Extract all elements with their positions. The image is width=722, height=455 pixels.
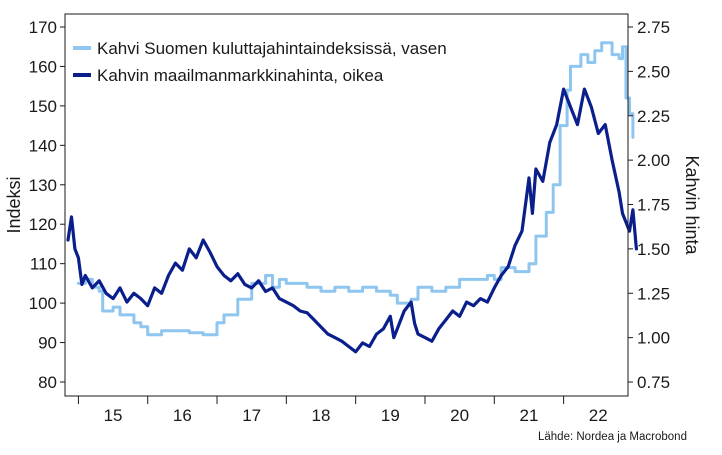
series-line-world-price xyxy=(66,87,638,354)
y-right-tick-label: 2.00 xyxy=(637,151,670,170)
series-line-cpi xyxy=(76,41,635,337)
y-right-tick-label: 2.25 xyxy=(637,107,670,126)
y-left-tick-label: 150 xyxy=(29,97,57,116)
y-left-tick-label: 170 xyxy=(29,18,57,37)
y-left-tick-label: 100 xyxy=(29,294,57,313)
x-tick-label: 19 xyxy=(381,406,400,425)
y-left-tick-label: 140 xyxy=(29,136,57,155)
y-left-tick-label: 80 xyxy=(38,373,57,392)
y-right-tick-label: 0.75 xyxy=(637,373,670,392)
x-tick-label: 18 xyxy=(312,406,331,425)
x-tick-label: 15 xyxy=(104,406,123,425)
y-right-tick-label: 1.00 xyxy=(637,329,670,348)
x-tick-label: 16 xyxy=(173,406,192,425)
y-axis-right-label: Kahvin hinta xyxy=(682,155,702,255)
x-tick-label: 21 xyxy=(519,406,538,425)
series-lines xyxy=(66,41,638,354)
y-right-tick-label: 1.50 xyxy=(637,240,670,259)
legend: Kahvi Suomen kuluttajahintaindeksissä, v… xyxy=(73,39,447,85)
y-left-tick-label: 130 xyxy=(29,176,57,195)
source-note: Lähde: Nordea ja Macrobond xyxy=(538,431,687,443)
y-left-tick-label: 90 xyxy=(38,334,57,353)
y-right-tick-label: 1.75 xyxy=(637,196,670,215)
legend-label-cpi: Kahvi Suomen kuluttajahintaindeksissä, v… xyxy=(97,39,447,58)
x-tick-label: 20 xyxy=(450,406,469,425)
y-left-tick-label: 160 xyxy=(29,57,57,76)
y-right-tick-label: 2.50 xyxy=(637,62,670,81)
y-axis-left-label: Indeksi xyxy=(4,176,24,233)
x-tick-label: 17 xyxy=(242,406,261,425)
y-left-tick-label: 120 xyxy=(29,215,57,234)
legend-label-world-price: Kahvin maailmanmarkkinahinta, oikea xyxy=(97,66,384,85)
axis-ticks: 80 90 100 110 120 130 140 150 160 170 0.75 1.00 1.25… xyxy=(29,18,670,425)
y-right-tick-label: 2.75 xyxy=(637,18,670,37)
y-right-tick-label: 1.25 xyxy=(637,284,670,303)
y-left-tick-label: 110 xyxy=(30,255,57,274)
x-tick-label: 22 xyxy=(589,406,608,425)
